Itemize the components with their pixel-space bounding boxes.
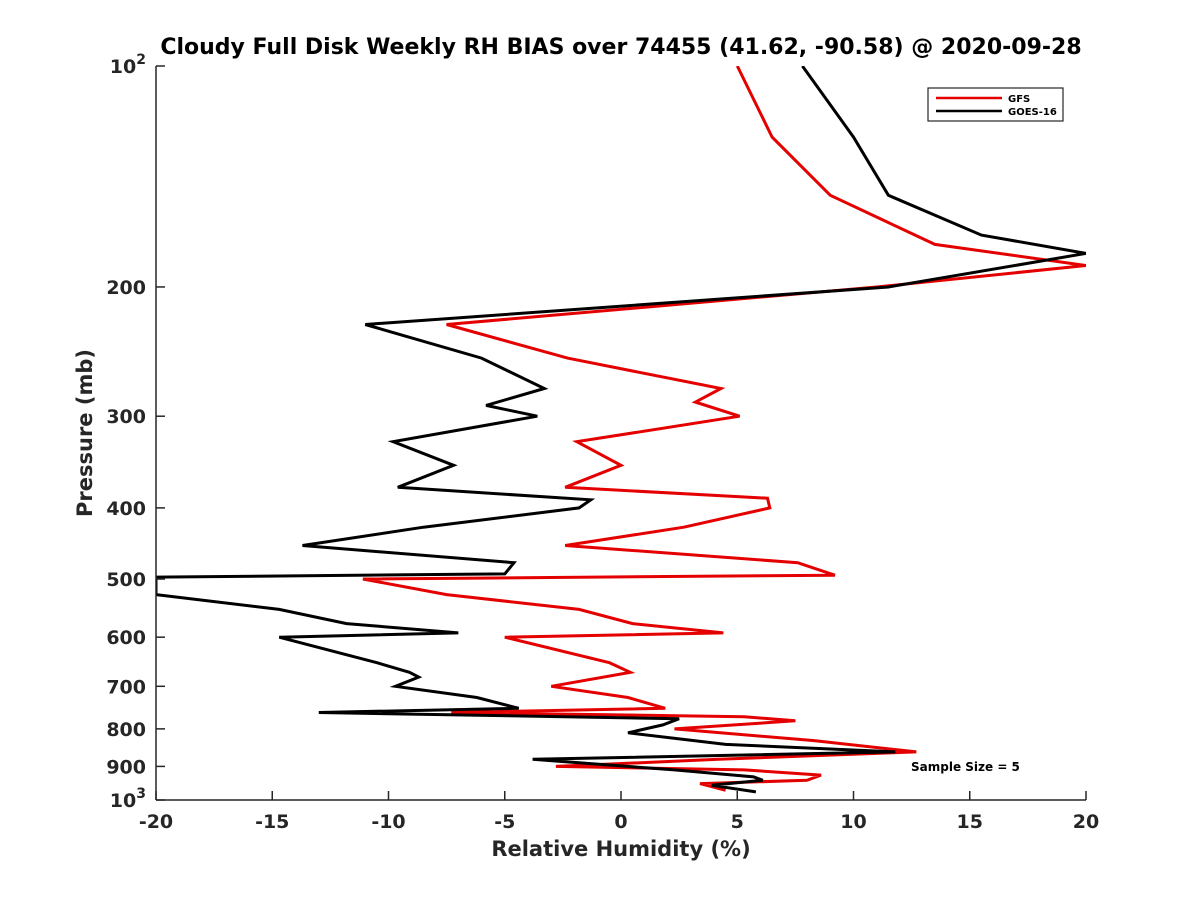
legend-entry-label: GFS <box>1008 94 1030 105</box>
x-axis-label: Relative Humidity (%) <box>491 837 750 861</box>
series-line-goes-16 <box>156 66 1086 794</box>
x-tick-label: -15 <box>255 811 289 833</box>
y-tick-label: 300 <box>106 406 146 428</box>
y-tick-label: 700 <box>106 676 146 698</box>
x-tick-label: -20 <box>139 811 173 833</box>
y-tick-label: 500 <box>106 569 146 591</box>
x-tick-label: 5 <box>731 811 744 833</box>
y-tick-label: 800 <box>106 719 146 741</box>
x-tick-label: -10 <box>371 811 405 833</box>
axes-group <box>155 66 1086 801</box>
x-tick-label: -5 <box>494 811 515 833</box>
y-axis-label: Pressure (mb) <box>73 349 97 517</box>
legend: GFS GOES-16 <box>927 87 1064 122</box>
plot-series-group <box>156 66 1086 794</box>
y-tick-label: 102 <box>110 52 146 78</box>
y-tick-label: 600 <box>106 627 146 649</box>
y-tick-label: 400 <box>106 498 146 520</box>
legend-box <box>927 87 1064 122</box>
y-tick-label: 200 <box>106 277 146 299</box>
y-tick-label: 103 <box>110 786 146 812</box>
sample-size-annotation: Sample Size = 5 <box>911 760 1020 774</box>
series-line-gfs <box>362 66 1086 792</box>
x-tick-label: 15 <box>957 811 983 833</box>
ticks-group: -20 -15 -10 -5 0 5 10 15 20 102 200 300 400 500 600 700… <box>106 52 1099 833</box>
x-tick-label: 0 <box>614 811 627 833</box>
chart-title: Cloudy Full Disk Weekly RH BIAS over 744… <box>160 35 1081 60</box>
x-tick-label: 10 <box>840 811 866 833</box>
x-tick-label: 20 <box>1073 811 1099 833</box>
y-tick-label: 900 <box>106 756 146 778</box>
legend-entry-label: GOES-16 <box>1008 107 1057 118</box>
